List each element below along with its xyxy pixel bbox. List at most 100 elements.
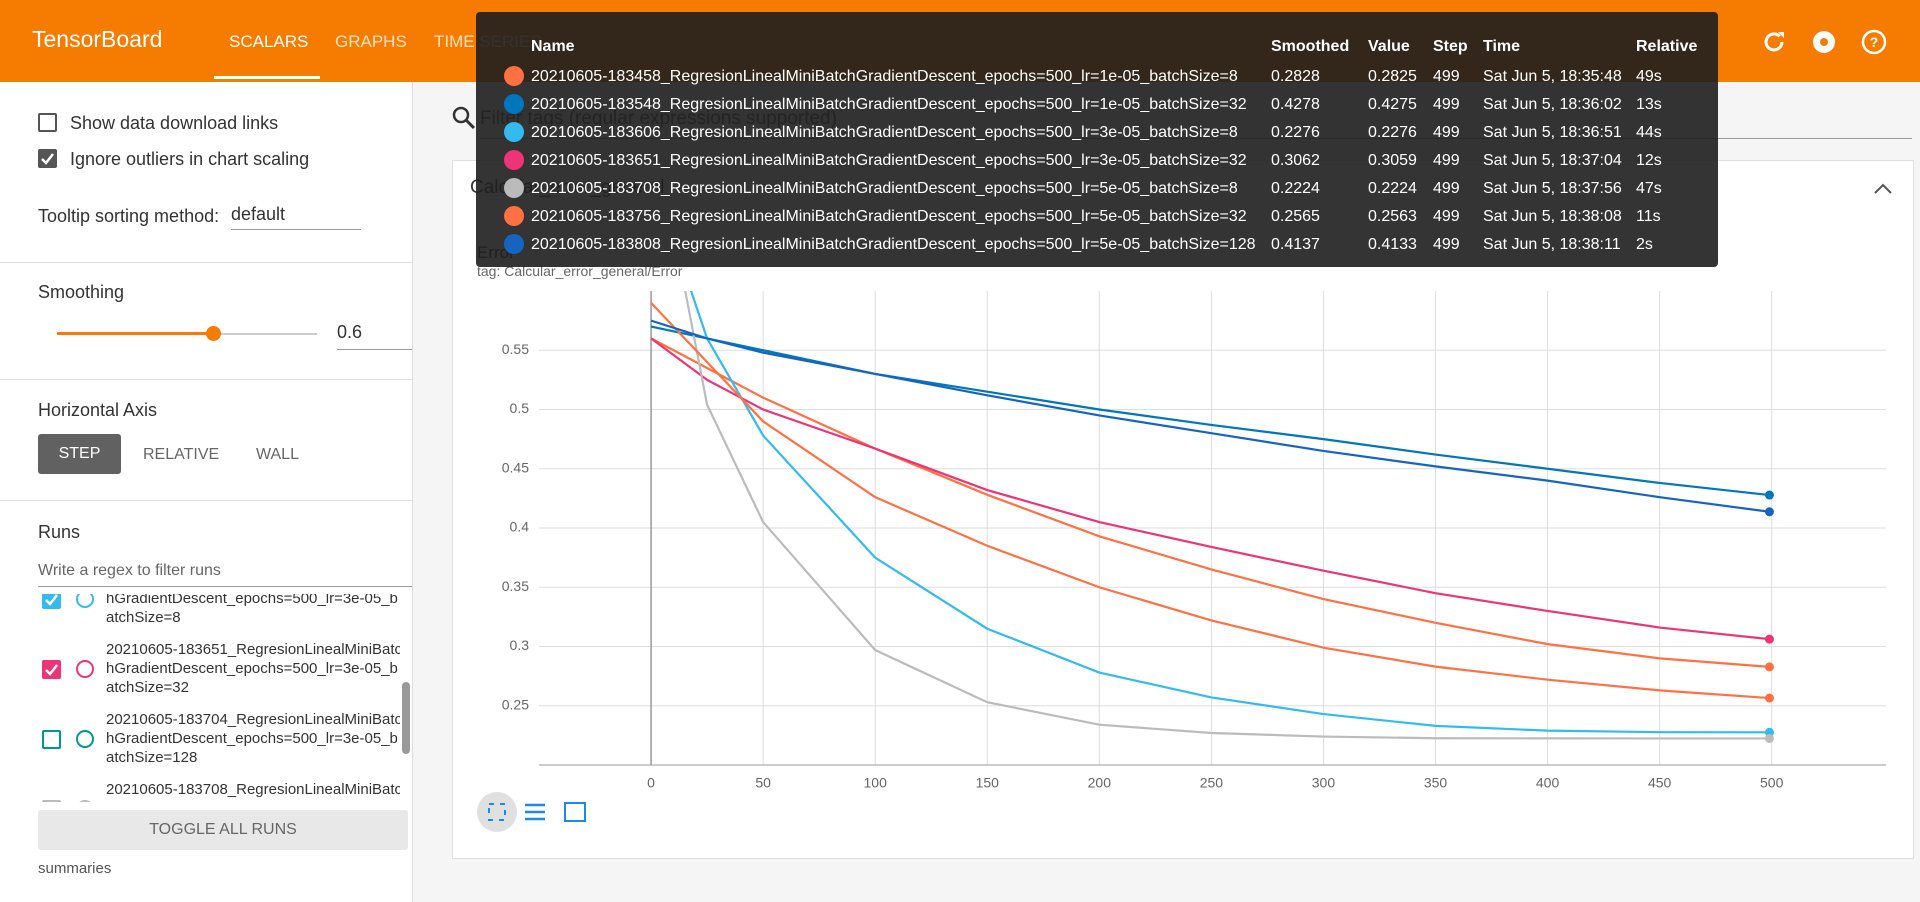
series-end-point <box>1764 507 1774 517</box>
x-tick-label: 500 <box>1760 775 1784 791</box>
axis-button[interactable]: STEP <box>38 434 121 474</box>
run-name: 20210605-183704_RegresionLinealMiniBatch… <box>106 711 400 766</box>
tooltip-cell: 44s <box>1636 124 1662 141</box>
series-line <box>650 325 1770 497</box>
plot-lines <box>650 291 1774 743</box>
tooltip-cell: 0.2565 <box>1271 208 1320 225</box>
axis-button[interactable]: RELATIVE <box>143 446 220 463</box>
tooltip-swatch <box>504 122 524 142</box>
tab[interactable]: GRAPHS <box>335 32 407 51</box>
tooltip-swatch <box>504 150 524 170</box>
y-tick-label: 0.3 <box>510 637 530 653</box>
dropdown[interactable]: default <box>231 204 361 230</box>
slider-thumb[interactable] <box>206 326 221 341</box>
tooltip-cell: Sat Jun 5, 18:35:48 <box>1483 68 1622 85</box>
x-tick-label: 50 <box>755 775 771 791</box>
tooltip-cell: 499 <box>1433 152 1460 169</box>
run-item: 20210605-183651_RegresionLinealMiniBatch… <box>38 640 400 704</box>
tooltip-cell: Sat Jun 5, 18:37:56 <box>1483 180 1622 197</box>
series-line <box>650 337 1770 641</box>
tooltip-cell: 2s <box>1636 236 1653 253</box>
checkbox[interactable] <box>38 149 57 168</box>
chart-tools[interactable] <box>477 791 597 833</box>
tooltip-swatch <box>504 206 524 226</box>
tooltip-cell: 20210605-183651_RegresionLinealMiniBatch… <box>531 152 1247 169</box>
axis-button[interactable]: WALL <box>256 446 299 463</box>
series-line <box>650 337 1770 668</box>
smoothing-input[interactable]: 0.6 <box>337 322 412 350</box>
run-name: 20210605-183606_RegresionLinealMiniBatch… <box>106 594 398 626</box>
tooltip: Name Smoothed Value Step Time Relative 2021060… <box>476 12 1718 267</box>
label: Smoothing <box>38 282 125 302</box>
tooltip-cell: 0.4275 <box>1368 96 1417 113</box>
run-item: 20210605-183606_RegresionLinealMiniBatch… <box>38 594 400 634</box>
tooltip-cell: 499 <box>1433 180 1460 197</box>
option-label: Show data download links <box>70 113 279 133</box>
checkbox[interactable] <box>38 113 57 132</box>
series-end-point <box>1764 490 1774 500</box>
x-tick-label: 150 <box>976 775 1000 791</box>
tooltip-cell: 499 <box>1433 124 1460 141</box>
run-name: 20210605-183651_RegresionLinealMiniBatch… <box>106 641 400 696</box>
tooltip-header: Relative <box>1636 38 1698 55</box>
tooltip-cell: 499 <box>1433 68 1460 85</box>
checkbox[interactable] <box>42 660 61 679</box>
collapse-icon[interactable] <box>1873 181 1893 195</box>
tooltip-cell: 12s <box>1636 152 1662 169</box>
run-item: 20210605-183708_RegresionLinealMiniBatch… <box>38 780 400 802</box>
series-end-point <box>1764 733 1774 743</box>
tooltip-cell: 20210605-183548_RegresionLinealMiniBatch… <box>531 96 1247 113</box>
x-tick-label: 450 <box>1648 775 1672 791</box>
option-label: Ignore outliers in chart scaling <box>70 149 310 169</box>
run-name: 20210605-183708_RegresionLinealMiniBatch… <box>106 781 400 802</box>
toggle-button[interactable]: TOGGLE ALL RUNS <box>38 810 408 850</box>
tooltip-cell: 0.2563 <box>1368 208 1417 225</box>
tooltip-cell: 0.2276 <box>1368 124 1417 141</box>
tooltip-cell: 0.2828 <box>1271 68 1320 85</box>
footer: summaries <box>38 860 112 877</box>
x-tick-label: 350 <box>1424 775 1448 791</box>
series-line <box>689 291 1770 734</box>
x-tick-label: 200 <box>1088 775 1112 791</box>
x-tick-label: 300 <box>1312 775 1336 791</box>
series-end-point <box>1764 634 1774 644</box>
y-tick-label: 0.5 <box>510 400 530 416</box>
y-tick-label: 0.25 <box>502 696 529 712</box>
tooltip-swatch <box>504 178 524 198</box>
chart-card: Calcular_error_general Error tag: Calcul… <box>452 160 1914 859</box>
tooltip-cell: 20210605-183606_RegresionLinealMiniBatch… <box>531 124 1238 141</box>
brand: TensorBoard <box>32 26 163 52</box>
checkbox[interactable] <box>42 800 61 802</box>
scrollbar[interactable] <box>402 682 410 754</box>
run-color <box>76 800 94 802</box>
tab[interactable]: SCALARS <box>229 32 309 51</box>
divider <box>0 500 412 501</box>
chart: 0.25 0.3 0.35 0.4 0.45 0.5 0.55 0 50 100 150 200 250… <box>502 291 1886 791</box>
tooltip-cell: 0.3062 <box>1271 152 1320 169</box>
tooltip-header: Smoothed <box>1271 38 1350 55</box>
tooltip-cell: 0.2224 <box>1271 180 1320 197</box>
y-tick-label: 0.35 <box>502 578 529 594</box>
tooltip-cell: 47s <box>1636 180 1662 197</box>
tooltip-swatch <box>504 66 524 86</box>
checkbox[interactable] <box>42 730 61 749</box>
tooltip-cell: 0.2224 <box>1368 180 1417 197</box>
chart-subtitle: tag: Calcular_error_general/Error <box>477 263 683 279</box>
series-end-point <box>1764 727 1774 737</box>
tooltip-cell: 20210605-183708_RegresionLinealMiniBatch… <box>531 180 1238 197</box>
tooltip-header: Name <box>531 38 575 55</box>
tooltip-cell: Sat Jun 5, 18:36:02 <box>1483 96 1622 113</box>
series-end-point <box>1764 693 1774 703</box>
header-icons[interactable]: ? <box>1760 26 1900 58</box>
tooltip-cell: 0.4133 <box>1368 236 1417 253</box>
sidebar: Show data download links Ignore outliers… <box>0 82 413 902</box>
tooltip-cell: 0.3059 <box>1368 152 1417 169</box>
tooltip-cell: 20210605-183756_RegresionLinealMiniBatch… <box>531 208 1247 225</box>
tooltip-cell: 11s <box>1636 208 1661 225</box>
runs-filter[interactable]: Write a regex to filter runs <box>38 562 412 587</box>
run-color <box>76 730 94 748</box>
svg-text:?: ? <box>1870 34 1879 50</box>
y-tick-label: 0.55 <box>502 341 529 357</box>
checkbox[interactable] <box>42 594 61 609</box>
tooltip-cell: 0.4278 <box>1271 96 1320 113</box>
